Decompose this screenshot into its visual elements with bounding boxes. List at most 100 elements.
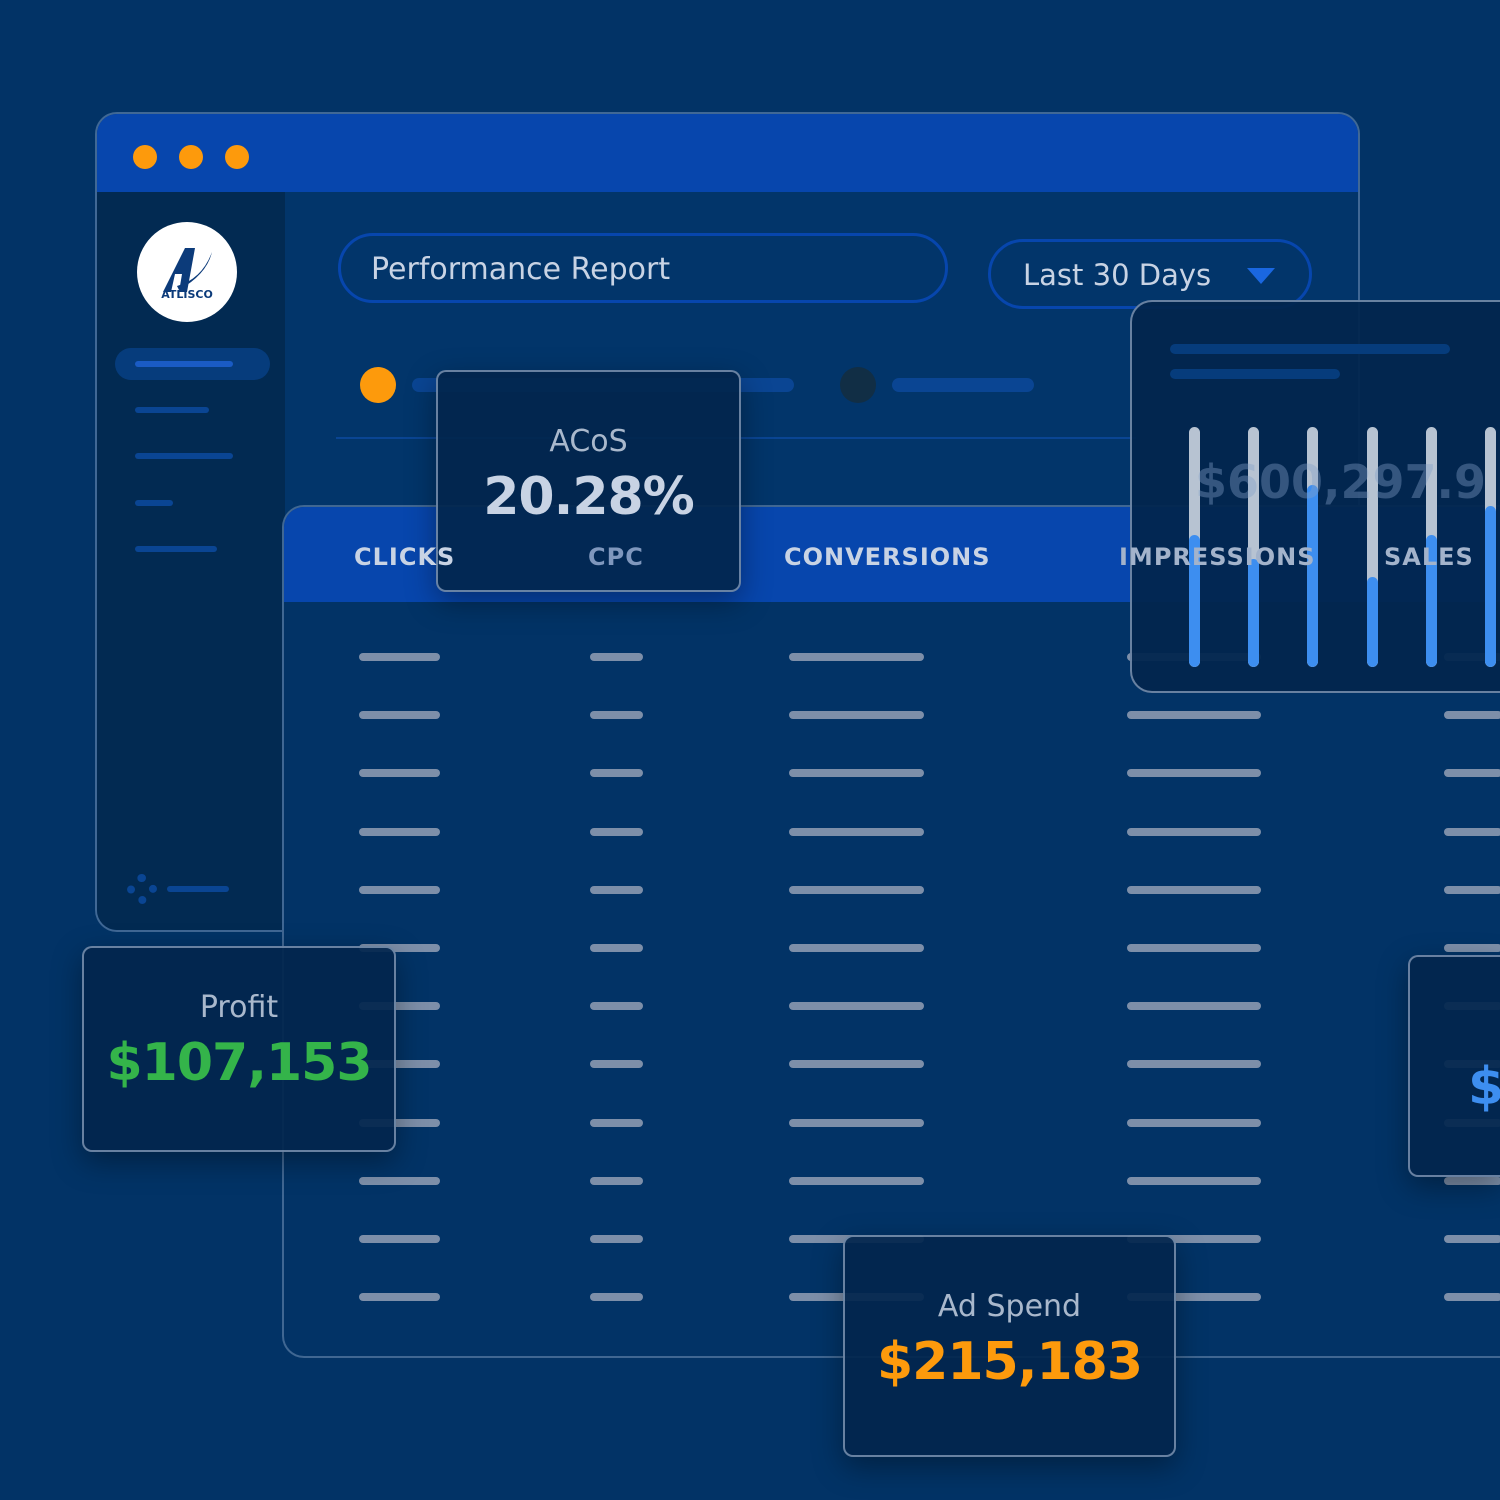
settings-label-placeholder — [167, 886, 229, 892]
cell-placeholder — [789, 885, 924, 894]
cell-placeholder — [789, 1002, 924, 1011]
legend-label-placeholder — [892, 378, 1034, 392]
background-value: $600,297.9 — [1195, 455, 1487, 509]
cell-placeholder — [789, 769, 924, 778]
cell-placeholder — [590, 1176, 643, 1185]
cell-placeholder — [590, 944, 643, 952]
chart-bar-fill — [1485, 506, 1496, 667]
sidebar-item[interactable] — [135, 546, 217, 552]
cell-placeholder — [359, 944, 440, 952]
cell-placeholder — [1127, 1118, 1261, 1127]
cell-placeholder — [359, 1235, 440, 1243]
logo-text: ATLISCO — [161, 287, 213, 301]
cell-placeholder — [1127, 711, 1261, 720]
cell-placeholder — [590, 653, 643, 661]
sidebar: ATLISCO — [97, 192, 285, 930]
cell-placeholder — [1127, 1176, 1261, 1185]
acos-label: ACoS — [549, 424, 628, 459]
cell-placeholder — [590, 1002, 643, 1011]
cell-placeholder — [789, 1060, 924, 1069]
chart-bar — [1366, 427, 1378, 667]
report-title-field[interactable]: Performance Report — [338, 233, 948, 303]
column-cpc[interactable]: CPC — [588, 543, 644, 571]
sidebar-item[interactable] — [135, 500, 173, 506]
sales-card: $ — [1408, 955, 1500, 1177]
cell-placeholder — [590, 1293, 643, 1302]
profit-card: Profit $107,153 — [82, 946, 396, 1152]
legend-dot-orange — [360, 367, 396, 403]
close-window-dot[interactable] — [133, 145, 157, 169]
cell-placeholder — [1444, 1235, 1500, 1243]
cell-placeholder — [789, 653, 924, 661]
cell-placeholder — [359, 1002, 440, 1011]
cell-placeholder — [359, 1293, 440, 1302]
chevron-down-icon — [1247, 268, 1275, 284]
maximize-window-dot[interactable] — [225, 145, 249, 169]
cell-placeholder — [1444, 944, 1500, 952]
sidebar-item[interactable] — [135, 407, 209, 413]
gear-icon[interactable] — [127, 874, 157, 904]
cell-placeholder — [359, 1060, 440, 1069]
sidebar-item[interactable] — [135, 453, 233, 459]
chart-bar-fill — [1189, 535, 1200, 667]
cell-placeholder — [1127, 1293, 1261, 1302]
chart-bar — [1425, 427, 1437, 667]
chart-bar-fill — [1248, 559, 1260, 667]
cell-placeholder — [590, 711, 643, 720]
cell-placeholder — [359, 653, 440, 661]
chart-bar-fill — [1307, 484, 1319, 667]
acos-value: 20.28% — [483, 467, 695, 527]
bar-chart-card — [1130, 300, 1500, 693]
cell-placeholder — [359, 885, 440, 894]
cell-placeholder — [590, 769, 643, 778]
chart-bar — [1248, 427, 1260, 667]
cell-placeholder — [789, 827, 924, 836]
ad-spend-value: $215,183 — [876, 1332, 1143, 1392]
profit-label: Profit — [199, 990, 279, 1025]
cell-placeholder — [789, 944, 924, 952]
cell-placeholder — [1127, 1002, 1261, 1011]
column-clicks[interactable]: CLICKS — [354, 543, 456, 571]
cell-placeholder — [359, 1118, 440, 1127]
legend-dot-dark — [840, 367, 876, 403]
cell-placeholder — [1444, 1293, 1500, 1302]
cell-placeholder — [789, 1176, 924, 1185]
cell-placeholder — [1127, 827, 1261, 836]
chart-subtitle-placeholder — [1170, 369, 1340, 379]
cell-placeholder — [1127, 1235, 1261, 1243]
profit-value: $107,153 — [106, 1033, 372, 1093]
sales-value: $ — [1468, 1057, 1500, 1117]
logo[interactable]: ATLISCO — [137, 222, 237, 322]
cell-placeholder — [590, 1235, 643, 1243]
chart-title-placeholder — [1170, 344, 1450, 354]
chart-bar-fill — [1425, 535, 1437, 667]
cell-placeholder — [1127, 769, 1261, 778]
chart-bar — [1189, 427, 1200, 667]
title-bar — [97, 114, 1358, 192]
acos-card: ACoS 20.28% — [436, 370, 741, 592]
cell-placeholder — [590, 1060, 643, 1069]
cell-placeholder — [359, 769, 440, 778]
ad-spend-card: Ad Spend $215,183 — [843, 1235, 1176, 1457]
cell-placeholder — [1444, 769, 1500, 778]
minimize-window-dot[interactable] — [179, 145, 203, 169]
date-range-dropdown[interactable]: Last 30 Days — [988, 239, 1312, 309]
cell-placeholder — [789, 711, 924, 720]
ad-spend-label: Ad Spend — [937, 1289, 1082, 1324]
cell-placeholder — [1127, 1060, 1261, 1069]
cell-placeholder — [1444, 711, 1500, 720]
column-impressions[interactable]: IMPRESSIONS — [1119, 543, 1316, 571]
cell-placeholder — [1444, 1176, 1500, 1185]
chart-bar — [1485, 427, 1496, 667]
cell-placeholder — [1127, 944, 1261, 952]
column-conversions[interactable]: CONVERSIONS — [784, 543, 991, 571]
cell-placeholder — [359, 711, 440, 720]
date-range-value: Last 30 Days — [1023, 258, 1212, 292]
cell-placeholder — [590, 1118, 643, 1127]
column-sales[interactable]: SALES — [1384, 543, 1474, 571]
cell-placeholder — [590, 885, 643, 894]
chart-bar — [1307, 427, 1319, 667]
sidebar-item-active[interactable] — [115, 348, 270, 380]
cell-placeholder — [789, 1118, 924, 1127]
cell-placeholder — [1127, 885, 1261, 894]
